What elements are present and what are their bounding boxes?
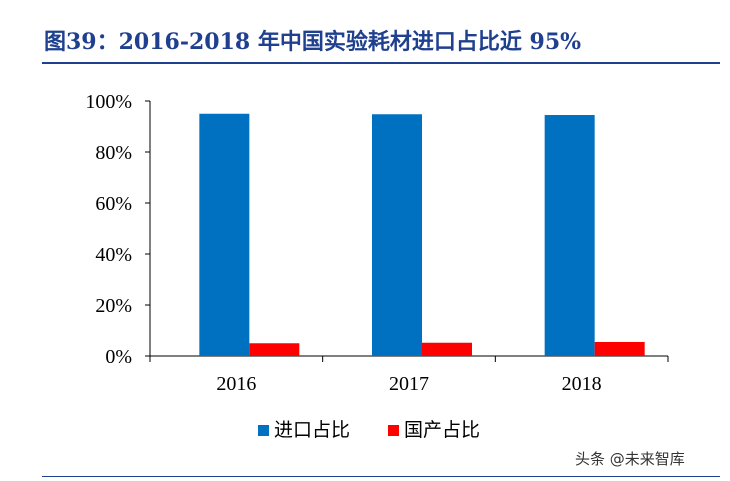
bar-domestic-2017: [422, 342, 472, 356]
x-ticks: 2016 2017 2018: [149, 356, 669, 395]
bar-domestic-2016: [249, 343, 300, 356]
y-tick-label: 40%: [95, 244, 132, 266]
title-rule: [42, 62, 720, 64]
y-ticks: 0% 20% 40% 60% 80% 100%: [85, 91, 150, 368]
y-tick-label: 60%: [95, 193, 132, 215]
x-tick-label: 2016: [216, 373, 256, 395]
legend-label: 进口占比: [274, 419, 350, 441]
bars: [199, 113, 645, 357]
legend-swatch: [388, 425, 399, 436]
bar-import-2018: [544, 115, 595, 357]
bottom-rule: [42, 476, 720, 477]
legend-swatch: [258, 425, 269, 436]
y-tick-label: 80%: [95, 142, 132, 164]
chart-title: 图39：2016-2018 年中国实验耗材进口占比近 95%: [44, 29, 582, 55]
watermark: 头条 @未来智库: [575, 450, 685, 468]
bar-import-2016: [199, 113, 250, 356]
bar-import-2017: [372, 114, 422, 356]
x-tick-label: 2018: [562, 373, 602, 395]
y-tick-label: 20%: [95, 295, 132, 317]
x-tick-label: 2017: [389, 373, 429, 395]
legend-label: 国产占比: [404, 419, 480, 441]
y-tick-label: 0%: [105, 346, 132, 368]
legend: 进口占比 国产占比: [258, 419, 480, 441]
y-tick-label: 100%: [85, 91, 132, 113]
bar-domestic-2018: [594, 341, 645, 356]
